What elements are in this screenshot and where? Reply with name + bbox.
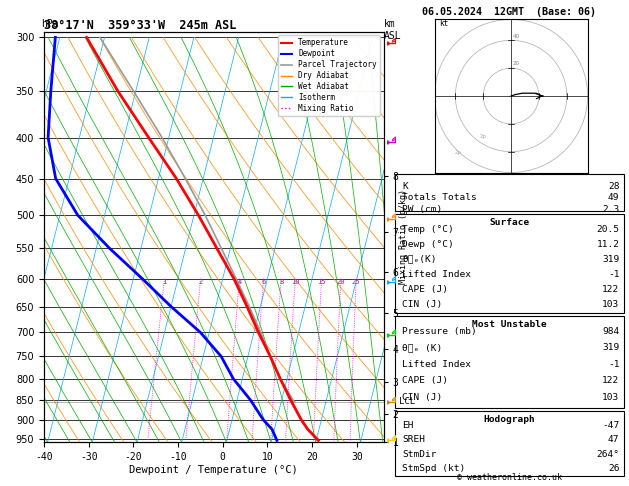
Text: Mixing Ratio (g/kg): Mixing Ratio (g/kg) bbox=[399, 190, 408, 284]
Text: CIN (J): CIN (J) bbox=[402, 300, 442, 309]
Text: 38°17'N  359°33'W  245m ASL: 38°17'N 359°33'W 245m ASL bbox=[44, 18, 237, 32]
Text: 2p: 2p bbox=[480, 134, 487, 139]
Text: Most Unstable: Most Unstable bbox=[472, 320, 547, 329]
Text: 264°: 264° bbox=[596, 450, 620, 459]
Text: θ⁣ₑ(K): θ⁣ₑ(K) bbox=[402, 255, 437, 264]
Text: CAPE (J): CAPE (J) bbox=[402, 376, 448, 385]
Text: 122: 122 bbox=[602, 376, 620, 385]
Text: -47: -47 bbox=[602, 421, 620, 431]
Text: 10: 10 bbox=[291, 278, 299, 285]
Bar bbox=[395, 411, 624, 476]
Legend: Temperature, Dewpoint, Parcel Trajectory, Dry Adiabat, Wet Adiabat, Isotherm, Mi: Temperature, Dewpoint, Parcel Trajectory… bbox=[277, 35, 380, 116]
Text: 4: 4 bbox=[237, 278, 242, 285]
Text: StmDir: StmDir bbox=[402, 450, 437, 459]
Text: CIN (J): CIN (J) bbox=[402, 393, 442, 402]
Text: 26: 26 bbox=[608, 464, 620, 473]
Text: 20: 20 bbox=[337, 278, 345, 285]
Text: kt: kt bbox=[438, 19, 448, 28]
Text: 20.5: 20.5 bbox=[596, 225, 620, 234]
Bar bbox=[395, 214, 624, 313]
Text: 2p: 2p bbox=[455, 151, 462, 156]
Text: StmSpd (kt): StmSpd (kt) bbox=[402, 464, 465, 473]
Text: K: K bbox=[402, 182, 408, 191]
Text: © weatheronline.co.uk: © weatheronline.co.uk bbox=[457, 473, 562, 482]
X-axis label: Dewpoint / Temperature (°C): Dewpoint / Temperature (°C) bbox=[130, 465, 298, 475]
Text: EH: EH bbox=[402, 421, 413, 431]
Text: Lifted Index: Lifted Index bbox=[402, 360, 471, 369]
Text: 8: 8 bbox=[279, 278, 283, 285]
Text: 15: 15 bbox=[318, 278, 326, 285]
Text: 25: 25 bbox=[352, 278, 360, 285]
Text: 122: 122 bbox=[602, 285, 620, 294]
Text: 2.3: 2.3 bbox=[602, 205, 620, 214]
Text: Totals Totals: Totals Totals bbox=[402, 193, 477, 203]
Bar bbox=[395, 316, 624, 408]
Text: LCL: LCL bbox=[399, 398, 416, 406]
Text: 984: 984 bbox=[602, 327, 620, 336]
Text: 2: 2 bbox=[199, 278, 203, 285]
Text: CAPE (J): CAPE (J) bbox=[402, 285, 448, 294]
Text: hPa: hPa bbox=[41, 19, 58, 29]
Text: 28: 28 bbox=[608, 182, 620, 191]
Text: -1: -1 bbox=[608, 270, 620, 279]
Text: Hodograph: Hodograph bbox=[484, 415, 535, 424]
Text: 6: 6 bbox=[262, 278, 265, 285]
Bar bbox=[395, 174, 624, 211]
Text: 103: 103 bbox=[602, 300, 620, 309]
Text: Surface: Surface bbox=[489, 218, 530, 227]
Text: 06.05.2024  12GMT  (Base: 06): 06.05.2024 12GMT (Base: 06) bbox=[423, 7, 596, 17]
Text: 49: 49 bbox=[608, 193, 620, 203]
Text: 319: 319 bbox=[602, 255, 620, 264]
Text: PW (cm): PW (cm) bbox=[402, 205, 442, 214]
Text: Temp (°C): Temp (°C) bbox=[402, 225, 454, 234]
Text: ASL: ASL bbox=[384, 31, 402, 41]
Text: Dewp (°C): Dewp (°C) bbox=[402, 240, 454, 249]
Text: 40: 40 bbox=[513, 34, 520, 38]
Text: 11.2: 11.2 bbox=[596, 240, 620, 249]
Text: 1: 1 bbox=[162, 278, 167, 285]
Text: km: km bbox=[384, 19, 396, 29]
Text: θ⁣ₑ (K): θ⁣ₑ (K) bbox=[402, 343, 442, 352]
Text: 319: 319 bbox=[602, 343, 620, 352]
Text: Lifted Index: Lifted Index bbox=[402, 270, 471, 279]
Text: Pressure (mb): Pressure (mb) bbox=[402, 327, 477, 336]
Text: 20: 20 bbox=[513, 61, 520, 67]
Text: 103: 103 bbox=[602, 393, 620, 402]
Text: SREH: SREH bbox=[402, 435, 425, 445]
Text: -1: -1 bbox=[608, 360, 620, 369]
Text: 47: 47 bbox=[608, 435, 620, 445]
